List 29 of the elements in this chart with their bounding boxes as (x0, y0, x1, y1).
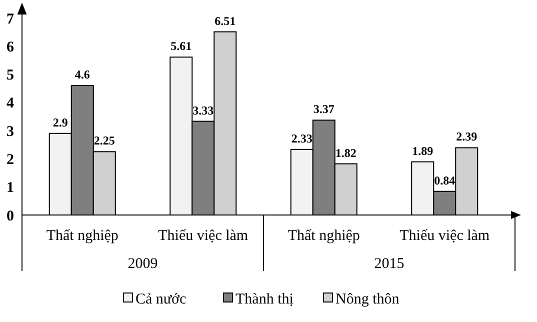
data-label: 6.51 (214, 14, 236, 28)
legend-label: Nông thôn (336, 291, 400, 308)
y-tick-label: 7 (6, 11, 14, 28)
legend-label: Thành thị (236, 291, 294, 308)
data-label: 2.39 (456, 130, 478, 144)
data-label: 4.6 (74, 68, 90, 82)
y-tick-label: 4 (6, 96, 14, 112)
text: 2015 (374, 256, 404, 272)
data-label: 3.37 (313, 102, 334, 116)
y-tick-label: 0 (6, 208, 14, 224)
text: 2009 (128, 256, 158, 272)
data-label: 5.61 (170, 39, 192, 54)
x-tick-label: Thiếu việc làm (158, 228, 248, 244)
y-tick-label: 6 (6, 39, 14, 56)
y-tick-label: 2 (6, 152, 14, 168)
y-tick-label: 1 (6, 180, 14, 196)
data-label: 1.82 (335, 146, 356, 160)
legend-label: Cả nước (136, 291, 186, 308)
data-label: 2.25 (94, 134, 115, 148)
y-tick-label: 3 (6, 124, 14, 140)
data-label: 1.89 (412, 144, 434, 158)
x-tick-label: Thiếu việc làm (400, 228, 490, 244)
data-label: 2.9 (52, 115, 68, 130)
data-label: 0.84 (434, 173, 456, 188)
data-label: 3.33 (192, 103, 214, 118)
x-tick-label: Thất nghiệp (46, 228, 118, 244)
x-tick-label: Thất nghiệp (288, 228, 360, 244)
y-tick-label: 5 (6, 68, 14, 84)
data-label: 2.33 (291, 131, 312, 146)
